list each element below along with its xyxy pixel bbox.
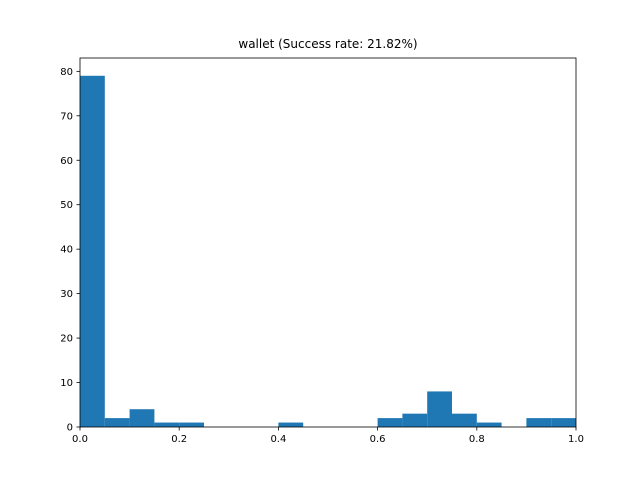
histogram-bar-8 bbox=[278, 422, 304, 427]
histogram-bar-3 bbox=[154, 422, 180, 427]
histogram-bar-13 bbox=[402, 413, 428, 427]
histogram-bar-16 bbox=[476, 422, 502, 427]
y-tick-label-0: 0 bbox=[67, 423, 73, 434]
plot-frame bbox=[79, 57, 577, 428]
x-tick-label-5: 1.0 bbox=[568, 434, 584, 445]
histogram-bar-12 bbox=[377, 418, 403, 427]
bars-group bbox=[80, 75, 576, 427]
x-tick-label-1: 0.2 bbox=[171, 434, 187, 445]
y-tick-label-8: 80 bbox=[60, 67, 73, 78]
y-tick-label-7: 70 bbox=[60, 111, 73, 122]
histogram-bar-15 bbox=[452, 413, 477, 427]
y-tick-label-1: 10 bbox=[60, 378, 73, 389]
histogram-bar-0 bbox=[80, 75, 105, 427]
histogram-bar-14 bbox=[427, 391, 452, 427]
y-tick-label-5: 50 bbox=[60, 200, 73, 211]
x-tick-label-3: 0.6 bbox=[370, 434, 386, 445]
x-axis-ticks: 0.0 0.2 0.4 0.6 0.8 1.0 bbox=[72, 427, 584, 445]
histogram-bar-2 bbox=[129, 409, 155, 427]
histogram-bar-19 bbox=[551, 418, 576, 427]
chart-title: wallet (Success rate: 21.82%) bbox=[238, 37, 417, 51]
y-tick-label-3: 30 bbox=[60, 289, 73, 300]
histogram-bar-18 bbox=[526, 418, 552, 427]
x-tick-label-2: 0.4 bbox=[270, 434, 286, 445]
y-axis-ticks: 0 10 20 30 40 50 60 70 80 bbox=[60, 67, 80, 434]
y-tick-label-6: 60 bbox=[60, 156, 73, 167]
histogram-bar-4 bbox=[179, 422, 204, 427]
y-tick-label-4: 40 bbox=[60, 245, 73, 256]
histogram-bar-1 bbox=[104, 418, 130, 427]
x-tick-label-0: 0.0 bbox=[72, 434, 88, 445]
x-tick-label-4: 0.8 bbox=[469, 434, 485, 445]
y-tick-label-2: 20 bbox=[60, 334, 73, 345]
